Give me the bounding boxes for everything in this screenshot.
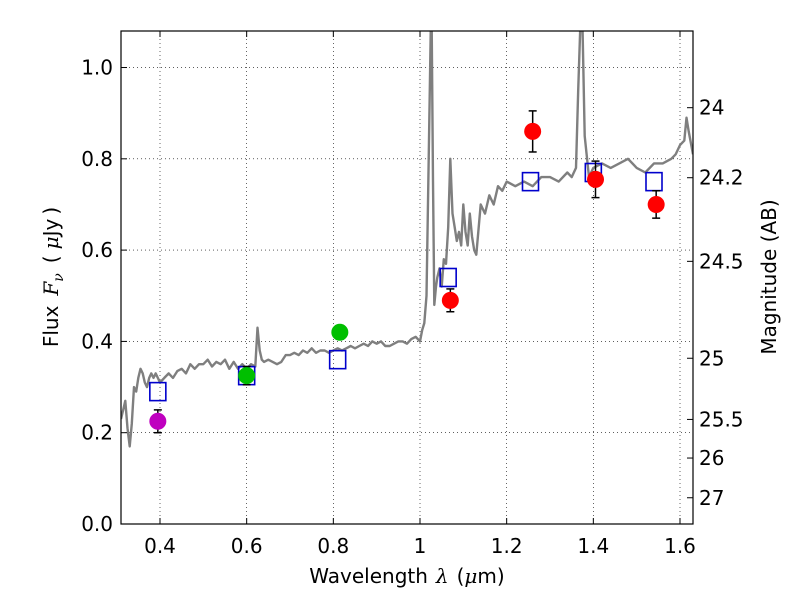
y2-tick-label: 25.5 [699,407,744,431]
x-tick-label: 0.8 [317,534,349,558]
y2-axis-title: Magnitude (AB) [757,199,781,354]
x-tick-label: 0.6 [231,534,263,558]
y2-tick-label: 24 [699,96,724,120]
y-axis-unit-rest: Jy [39,218,63,238]
axis-ticks: 0.4 0.6 0.8 1 1.2 1.4 1.6 0.0 0.2 0.4 0.6 0.8 1.0 24 2… [81,31,744,558]
y2-tick-label: 25 [699,346,724,370]
observed-photometry-point [524,122,542,140]
y-axis-title-prefix: Flux [39,305,63,347]
plot-frame [120,30,694,525]
x-axis-close-paren: ) [497,564,505,588]
y2-tick-label: 24.5 [699,249,744,273]
grid [121,31,693,525]
x-axis-unit-mu: μ [464,564,477,588]
y-tick-label: 1.0 [81,56,113,80]
x-tick-label: 1 [414,534,427,558]
x-tick-label: 1.4 [577,534,609,558]
y-axis-symbol: F [39,281,63,297]
y-axis-title: Flux Fν ( μJy) [39,207,67,347]
model-photometry-square [439,267,457,288]
y-tick-label: 0.8 [81,147,113,171]
y-axis-open-paren: ( [39,255,63,263]
spectrum-line [121,31,693,448]
y2-tick-label: 27 [699,486,724,510]
y-axis-unit-mu: μ [39,236,63,249]
observed-photometry-point [587,170,604,188]
y-axis-close-paren: ) [39,207,63,215]
y2-tick-label: 24.2 [699,166,744,190]
y2-tick-label: 26 [699,446,724,470]
observed-photometry-point [441,291,459,309]
x-axis-unit-rest: m [477,564,496,588]
y-tick-label: 0.2 [81,421,113,445]
x-axis-title-prefix: Wavelength [309,564,428,588]
y-tick-label: 0.0 [81,512,113,536]
x-tick-label: 1.2 [491,534,523,558]
model-photometry-square [328,349,347,370]
spectrum-layer [121,31,693,448]
observed-photometry-point [647,195,665,213]
x-axis-open-paren: ( [457,564,465,588]
y-tick-label: 0.4 [81,329,113,353]
x-tick-label: 1.6 [664,534,696,558]
model-photometry-square [521,171,540,192]
y-axis-subscript: ν [51,273,67,282]
x-axis-lambda: λ [435,564,449,588]
x-tick-label: 0.4 [144,534,176,558]
observed-photometry-point [331,323,349,341]
y-tick-label: 0.6 [81,238,113,262]
observed-photometry-point [238,367,256,385]
model-photometry-square [149,381,167,402]
model-photometry-square [645,171,663,192]
x-axis-title: Wavelength λ (μm) [309,564,504,588]
observed-photometry-layer [149,110,665,434]
observed-photometry-point [149,412,167,430]
